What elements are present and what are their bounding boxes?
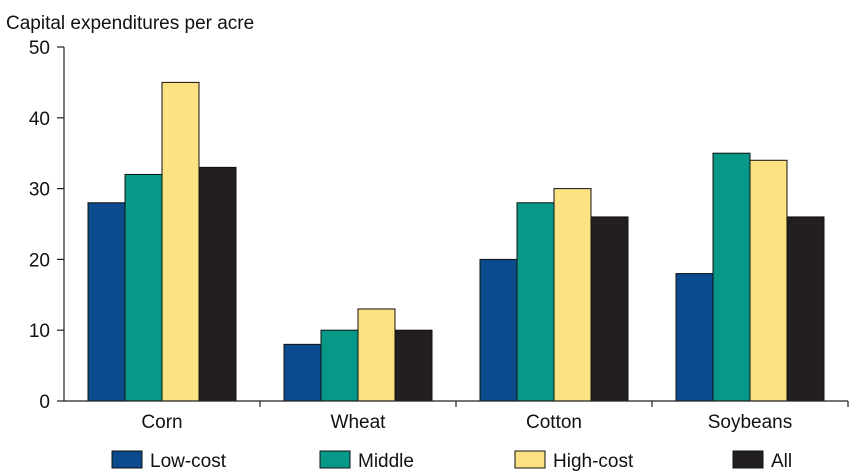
y-axis: 0 10 20 30 40 50 <box>29 38 65 413</box>
bar-middle-corn <box>124 173 163 402</box>
bar-low-cost-corn <box>87 202 126 402</box>
legend-label: All <box>771 451 792 472</box>
legend-label: High-cost <box>553 451 634 472</box>
legend-swatch-low-cost <box>111 450 143 469</box>
bar-low-cost-wheat <box>283 343 322 402</box>
y-axis-label: Capital expenditures per acre <box>6 13 254 34</box>
x-category-label: Corn <box>141 412 182 433</box>
legend-swatch-high-cost <box>514 450 546 469</box>
bar-high-cost-soybeans <box>749 159 788 402</box>
bar-all-corn <box>198 166 237 402</box>
legend-label: Middle <box>358 451 414 472</box>
y-tick-label: 20 <box>29 250 50 271</box>
bar-all-wheat <box>394 329 433 402</box>
legend-swatch-all <box>732 450 764 469</box>
y-tick-label: 0 <box>39 392 50 413</box>
bar-middle-soybeans <box>712 152 751 402</box>
bar-high-cost-wheat <box>357 308 396 402</box>
y-tick-label: 10 <box>29 321 50 342</box>
bar-high-cost-corn <box>161 81 200 402</box>
legend: Low-cost Middle High-cost All <box>111 450 792 472</box>
bar-high-cost-cotton <box>553 188 592 402</box>
x-category-label: Wheat <box>331 412 387 433</box>
bar-low-cost-soybeans <box>675 273 714 402</box>
x-category-label: Soybeans <box>708 412 793 433</box>
legend-label: Low-cost <box>150 451 227 472</box>
legend-swatch-middle <box>319 450 351 469</box>
x-category-label: Cotton <box>526 412 582 433</box>
bar-middle-cotton <box>516 202 555 402</box>
y-tick-label: 30 <box>29 180 50 201</box>
x-axis: Corn Wheat Cotton Soybeans <box>64 400 849 433</box>
y-tick-label: 40 <box>29 109 50 130</box>
bar-all-soybeans <box>786 216 825 402</box>
bar-all-cotton <box>590 216 629 402</box>
bars <box>87 81 825 402</box>
bar-low-cost-cotton <box>479 258 518 402</box>
y-tick-label: 50 <box>29 38 50 59</box>
bar-middle-wheat <box>320 329 359 402</box>
